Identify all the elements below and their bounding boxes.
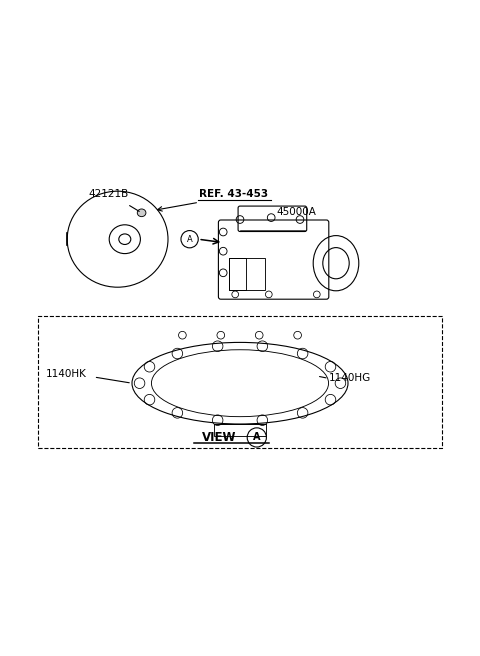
Text: A: A <box>253 432 261 442</box>
Bar <box>38 316 442 448</box>
Bar <box>229 258 246 289</box>
Text: 1140HK: 1140HK <box>46 369 86 379</box>
Text: 1140HG: 1140HG <box>329 373 371 383</box>
Text: VIEW: VIEW <box>202 431 236 444</box>
Bar <box>214 424 266 436</box>
Text: 45000A: 45000A <box>276 207 316 217</box>
Ellipse shape <box>137 209 146 216</box>
Text: A: A <box>187 235 192 243</box>
Bar <box>229 258 265 289</box>
Text: 42121B: 42121B <box>89 189 129 199</box>
Text: REF. 43-453: REF. 43-453 <box>199 189 268 199</box>
